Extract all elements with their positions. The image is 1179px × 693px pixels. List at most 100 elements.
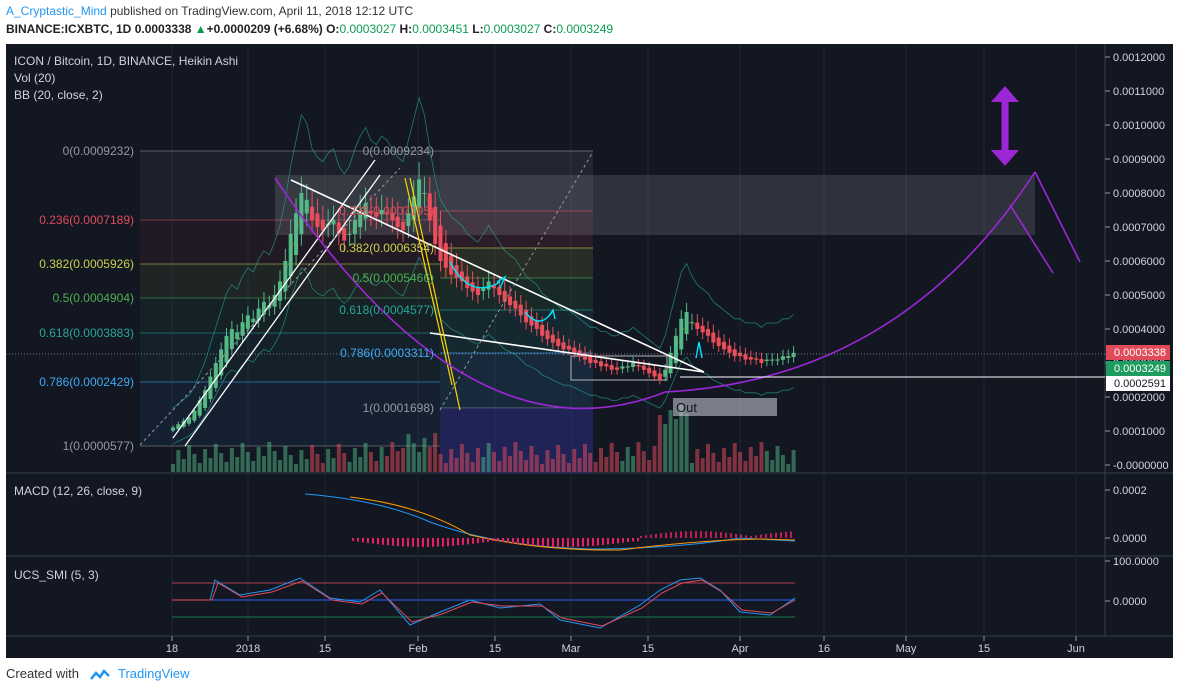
macd-hist-bar	[502, 538, 504, 543]
candle	[620, 366, 625, 369]
fib-right-zone	[440, 151, 593, 211]
volume-bar	[176, 450, 181, 472]
candle	[374, 212, 379, 217]
bb-lower	[172, 256, 794, 445]
volume-bar	[577, 458, 582, 472]
volume-bar	[229, 448, 234, 472]
candle	[599, 361, 603, 367]
candle	[486, 281, 491, 290]
volume-bar	[433, 433, 438, 472]
candle	[197, 400, 202, 416]
macd-hist-bar	[645, 535, 647, 538]
volume-bar	[422, 438, 427, 472]
candle	[331, 220, 336, 225]
volume-bar	[342, 453, 347, 472]
candle	[294, 213, 299, 255]
candle	[347, 233, 352, 235]
price-tag-label: 0.0002591	[1114, 378, 1166, 390]
price-tick-label: 0.0010000	[1113, 120, 1165, 132]
candle	[251, 318, 256, 323]
candle	[566, 345, 571, 350]
volume-bar	[732, 443, 737, 472]
volume-bar	[240, 443, 245, 472]
macd-hist-bar	[780, 532, 782, 538]
publish-info: published on TradingView.com, April 11, …	[110, 4, 414, 18]
candle	[352, 220, 357, 235]
macd-hist-bar	[655, 533, 657, 538]
candle	[534, 320, 539, 329]
macd-hist-bar	[602, 538, 604, 545]
macd-hist-bar	[592, 538, 594, 546]
time-axis[interactable]: 18 2018 15 Feb 15 Mar 15 Apr 16 May 15 Jun	[166, 636, 1085, 655]
macd-hist-bar	[617, 538, 619, 544]
volume-bar	[684, 414, 689, 472]
tradingview-link[interactable]: TradingView	[118, 666, 190, 681]
candle	[470, 282, 475, 292]
candle	[283, 261, 288, 292]
volume-bar	[609, 443, 614, 472]
candle	[358, 210, 363, 228]
volume-bar	[470, 462, 475, 472]
volume-bar	[759, 442, 764, 472]
chart-svg[interactable]: Out 0(0.0009232) 0.236(0.0007189) 0.382(0.…	[6, 44, 1173, 658]
candle	[588, 356, 593, 363]
author-link[interactable]: A_Cryptastic_Mind	[6, 4, 107, 18]
candle	[422, 193, 427, 194]
macd-signal	[349, 496, 796, 551]
price-tick-label: 0.0008000	[1113, 188, 1165, 200]
volume-bar	[411, 443, 416, 472]
volume-bar	[438, 454, 443, 472]
volume-bar	[550, 459, 555, 472]
volume-bar	[706, 444, 710, 472]
candle	[689, 322, 694, 324]
candle	[759, 358, 764, 363]
smi-signal	[172, 579, 796, 627]
volume-bar	[754, 456, 759, 472]
trendline-yellow-2	[404, 177, 453, 386]
macd-hist-bar	[542, 538, 544, 547]
fib-right-zone	[440, 353, 593, 408]
macd-hist-bar	[452, 538, 454, 546]
macd-hist-bar	[572, 538, 574, 547]
volume-bar	[652, 446, 657, 472]
macd-hist-bar	[397, 538, 399, 547]
macd-hist-bar	[387, 538, 389, 546]
macd-hist-bar	[715, 531, 717, 538]
candle	[652, 370, 657, 377]
smi-tick-label: 100.0000	[1113, 556, 1159, 568]
time-tick-label: Jun	[1067, 643, 1085, 655]
macd-hist-bar	[382, 538, 384, 545]
candle	[213, 363, 218, 388]
macd-hist-bar	[402, 538, 404, 547]
candle	[636, 364, 641, 367]
candle	[754, 358, 759, 360]
publish-line: A_Cryptastic_Mind published on TradingVi…	[6, 4, 413, 18]
candle	[791, 352, 796, 358]
volume-bar	[288, 455, 293, 472]
fib-left-zone	[140, 333, 440, 382]
volume-bar	[599, 448, 603, 472]
candle	[245, 315, 250, 329]
candle	[561, 342, 566, 350]
macd-hist-bar	[622, 538, 624, 543]
up-triangle-icon: ▲	[194, 22, 207, 36]
volume-bar	[631, 456, 636, 472]
candle	[695, 322, 700, 329]
time-tick-label: 15	[319, 643, 331, 655]
chart-area[interactable]: Out 0(0.0009232) 0.236(0.0007189) 0.382(0.…	[6, 44, 1173, 658]
volume-bar	[566, 463, 571, 472]
price-tick-label: 0.0002000	[1113, 392, 1165, 404]
fib-right-label: 0.236(0.0007195)	[339, 204, 434, 218]
trendline-descending	[290, 179, 705, 373]
smi-pane	[172, 577, 796, 629]
volume-bar	[657, 415, 662, 472]
time-tick-label: Apr	[731, 643, 748, 655]
candle	[775, 359, 780, 361]
grid	[171, 44, 1077, 636]
volume-bar	[502, 447, 507, 472]
macd-hist-bar	[785, 531, 787, 538]
volume-bar	[486, 443, 491, 472]
candle	[529, 316, 534, 326]
created-with: Created with	[6, 666, 79, 681]
candle	[748, 357, 753, 360]
